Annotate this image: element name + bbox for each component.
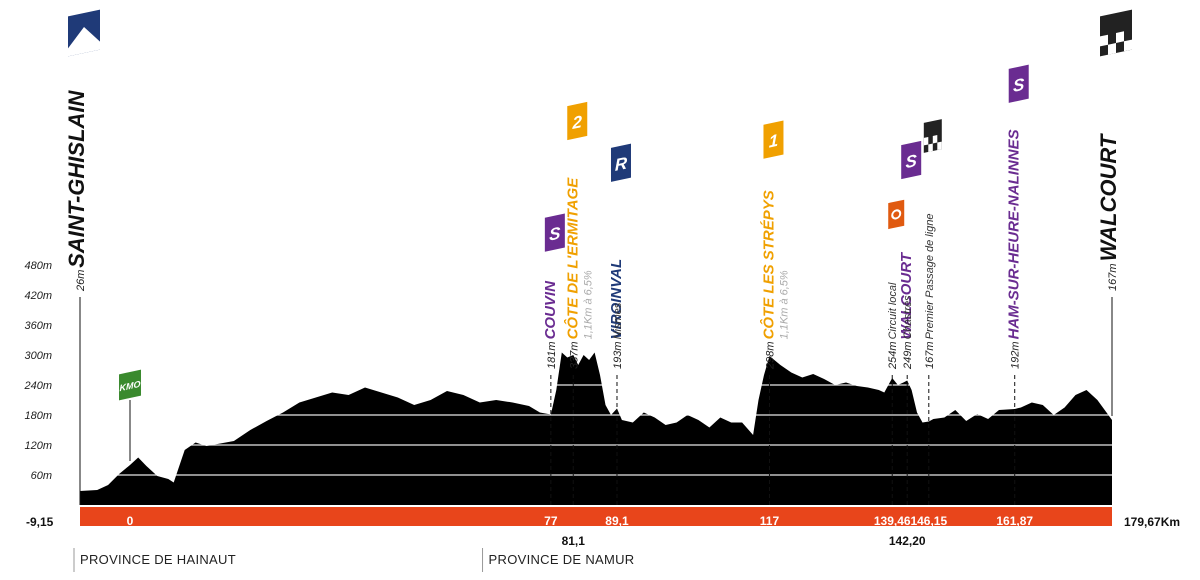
points-layer: 26mSAINT-GHISLAINKMO181mCOUVINS337mCÔTE … xyxy=(64,9,1132,505)
point-label: 167m WALCOURT xyxy=(1096,133,1121,291)
checker-square xyxy=(1108,43,1116,55)
sprint-flag-label: S xyxy=(1013,74,1025,96)
checker-square xyxy=(923,136,929,146)
km-label: 146,15 xyxy=(910,514,947,528)
place-name: WALCOURT xyxy=(898,251,915,339)
flag-start xyxy=(68,9,100,57)
place-subtitle: Nismes xyxy=(612,302,624,339)
y-tick-label: 480m xyxy=(24,260,52,272)
elevation-label: 254m xyxy=(887,341,899,370)
y-tick-label: 300m xyxy=(24,350,52,362)
circuit-flag-icon xyxy=(888,199,905,230)
elevation-label: 167m xyxy=(1107,263,1119,291)
km-label: 89,1 xyxy=(605,514,629,528)
climb-detail: 1,1Km à 6,5% xyxy=(582,270,594,339)
flag-sprint: S xyxy=(544,213,565,252)
elevation-label: 181m xyxy=(546,341,558,369)
place-subtitle: Circuit local xyxy=(887,282,899,339)
feed-flag-icon xyxy=(610,143,631,182)
flag-checker xyxy=(923,119,942,153)
km-label: 161,87 xyxy=(996,514,1033,528)
flag-sprint: S xyxy=(1008,64,1029,103)
flag-climb: 2 xyxy=(567,101,588,141)
elevation-label: 298m xyxy=(764,341,776,370)
checker-square xyxy=(937,141,942,151)
province-layer: PROVINCE DE HAINAUT PROVINCE DE NAMUR xyxy=(73,548,635,572)
km-label: 117 xyxy=(760,514,780,528)
feed-flag-label: R xyxy=(615,152,628,175)
checker-square xyxy=(932,135,938,144)
y-tick-label: 360m xyxy=(24,320,52,332)
sprint-flag-icon xyxy=(1008,64,1029,103)
elevation-label: 337m xyxy=(568,341,580,369)
climb-flag-label: 2 xyxy=(572,111,583,133)
place-name: CÔTE LES STRÉPYS xyxy=(759,190,777,339)
place-name: COUVIN xyxy=(542,280,559,340)
elevation-label: 193m xyxy=(612,341,624,369)
point-label: 192m HAM-SUR-HEURE-NALINNES xyxy=(1006,129,1023,369)
y-axis: 60m 120m 180m 240m 300m 360m 420m 480m xyxy=(23,260,52,482)
checker-square xyxy=(1100,34,1108,47)
point-label: 298m CÔTE LES STRÉPYS 1,1Km à 6,5% xyxy=(759,190,790,370)
circuit-ring-icon xyxy=(891,209,902,220)
climb-flag-icon xyxy=(567,101,588,141)
elevation-profile xyxy=(80,352,1112,505)
sprint-flag-label: S xyxy=(549,222,561,244)
place-name: CÔTE DE L'ERMITAGE xyxy=(563,177,581,340)
distance-bar xyxy=(80,507,1112,526)
sprint-flag-label: S xyxy=(906,150,918,172)
kmo-flag-label: KMO xyxy=(120,379,141,393)
point-label: 254m Circuit local xyxy=(887,282,899,370)
elevation-label: 249m xyxy=(902,341,914,370)
place-subtitle: Premier Passage de ligne xyxy=(924,213,936,339)
km-start-label: -9,15 xyxy=(26,515,54,529)
point-label: 167m Premier Passage de ligne xyxy=(924,213,936,369)
place-name: VIROINVAL xyxy=(608,259,625,340)
distance-bar-layer: -9,15 179,67Km 0 77 81,1 89,1 117 139,46 142,20 1… xyxy=(26,507,1180,548)
y-tick-label: 420m xyxy=(24,290,52,302)
km-end-label: 179,67Km xyxy=(1124,515,1180,529)
checker-square xyxy=(1116,31,1124,43)
province-label: PROVINCE DE NAMUR xyxy=(489,552,635,567)
start-house-icon xyxy=(68,27,100,57)
profile-layer xyxy=(80,352,1112,505)
flag-sprint: S xyxy=(901,140,922,180)
checker-square xyxy=(928,143,933,152)
kmo-flag-icon xyxy=(119,369,142,401)
y-tick-label: 60m xyxy=(31,470,52,482)
flag-finish xyxy=(1100,9,1132,57)
place-name: SAINT-GHISLAIN xyxy=(64,89,89,267)
elevation-label: 26m xyxy=(75,270,87,292)
elevation-label: 167m xyxy=(924,341,936,369)
point-label: 26m SAINT-GHISLAIN xyxy=(64,89,89,292)
sprint-flag-icon xyxy=(901,140,922,180)
place-name: HAM-SUR-HEURE-NALINNES xyxy=(1006,129,1023,339)
y-tick-label: 120m xyxy=(24,440,52,452)
km-label: 139,46 xyxy=(874,514,911,528)
place-name: WALCOURT xyxy=(1096,133,1121,261)
flag-kmo: KMO xyxy=(119,369,142,401)
elevation-label: 192m xyxy=(1010,341,1022,369)
climb-flag-label: 1 xyxy=(769,130,778,152)
km-label: 77 xyxy=(544,514,558,528)
flag-feed: R xyxy=(610,143,631,182)
climb-detail: 1,1Km à 6,5% xyxy=(778,270,790,339)
km-label: 142,20 xyxy=(889,534,926,548)
place-subtitle: Chastrès xyxy=(902,295,914,340)
flag-circuit xyxy=(888,199,905,230)
checker-square xyxy=(1124,39,1132,52)
flag-climb: 1 xyxy=(763,120,784,159)
y-tick-label: 180m xyxy=(24,410,52,422)
climb-flag-icon xyxy=(763,120,784,159)
y-tick-label: 240m xyxy=(23,380,52,392)
province-label: PROVINCE DE HAINAUT xyxy=(80,552,236,567)
km-label: 0 xyxy=(127,514,134,528)
sprint-flag-icon xyxy=(544,213,565,252)
km-label: 81,1 xyxy=(562,534,586,548)
